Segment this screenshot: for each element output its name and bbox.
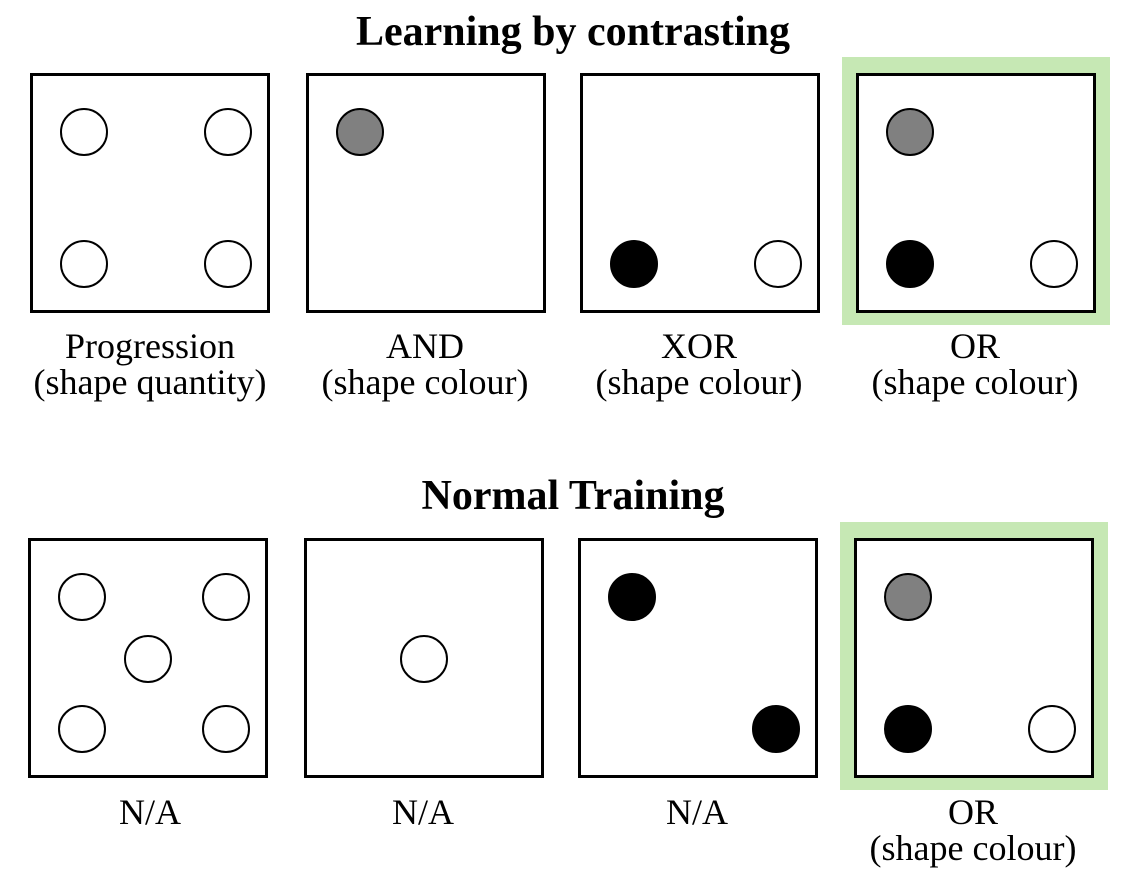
caption-line1: XOR bbox=[660, 326, 737, 366]
caption-line1: N/A bbox=[666, 792, 728, 832]
caption-xor: XOR (shape colour) bbox=[549, 328, 849, 400]
black-circle-bottom-left bbox=[610, 240, 658, 288]
white-circle-bottom-right bbox=[1030, 240, 1078, 288]
white-circle-bottom-right bbox=[204, 240, 252, 288]
white-circle-top-left bbox=[60, 108, 108, 156]
panel-na-2 bbox=[304, 538, 544, 778]
section-title-learning-by-contrasting: Learning by contrasting bbox=[355, 9, 791, 55]
white-circle-bottom-left bbox=[58, 705, 106, 753]
panel-na-1 bbox=[28, 538, 268, 778]
white-circle-bottom-right bbox=[1028, 705, 1076, 753]
caption-line2: (shape colour) bbox=[871, 362, 1079, 402]
panel-na-3 bbox=[578, 538, 818, 778]
grey-circle-top-left bbox=[886, 108, 934, 156]
white-circle-bottom-left bbox=[60, 240, 108, 288]
grey-circle-top-left bbox=[336, 108, 384, 156]
panel-and bbox=[306, 73, 546, 313]
caption-line1: N/A bbox=[392, 792, 454, 832]
black-circle-top-left bbox=[608, 573, 656, 621]
caption-line2: (shape colour) bbox=[321, 362, 529, 402]
caption-na-3: N/A bbox=[547, 794, 847, 830]
white-circle-bottom-right bbox=[754, 240, 802, 288]
caption-line1: OR bbox=[949, 326, 1000, 366]
white-circle-top-right bbox=[202, 573, 250, 621]
white-circle-top-right bbox=[204, 108, 252, 156]
panel-xor bbox=[580, 73, 820, 313]
caption-na-2: N/A bbox=[273, 794, 573, 830]
caption-or-top: OR (shape colour) bbox=[825, 328, 1125, 400]
black-circle-bottom-left bbox=[886, 240, 934, 288]
white-circle-bottom-right bbox=[202, 705, 250, 753]
caption-na-1: N/A bbox=[0, 794, 300, 830]
caption-line2: (shape colour) bbox=[595, 362, 803, 402]
white-circle-top-left bbox=[58, 573, 106, 621]
section-title-normal-training: Normal Training bbox=[421, 473, 725, 519]
caption-line1: OR bbox=[947, 792, 998, 832]
caption-line1: N/A bbox=[119, 792, 181, 832]
panel-or-bottom bbox=[854, 538, 1094, 778]
caption-progression: Progression (shape quantity) bbox=[0, 328, 300, 400]
caption-line1: AND bbox=[386, 326, 464, 366]
white-circle-center bbox=[400, 635, 448, 683]
black-circle-bottom-right bbox=[752, 705, 800, 753]
caption-and: AND (shape colour) bbox=[275, 328, 575, 400]
grey-circle-top-left bbox=[884, 573, 932, 621]
caption-line2: (shape quantity) bbox=[33, 362, 267, 402]
panel-progression bbox=[30, 73, 270, 313]
panel-or-top bbox=[856, 73, 1096, 313]
white-circle-center bbox=[124, 635, 172, 683]
caption-line1: Progression bbox=[65, 326, 235, 366]
black-circle-bottom-left bbox=[884, 705, 932, 753]
caption-line2: (shape colour) bbox=[869, 828, 1077, 868]
caption-or-bottom: OR (shape colour) bbox=[823, 794, 1123, 866]
